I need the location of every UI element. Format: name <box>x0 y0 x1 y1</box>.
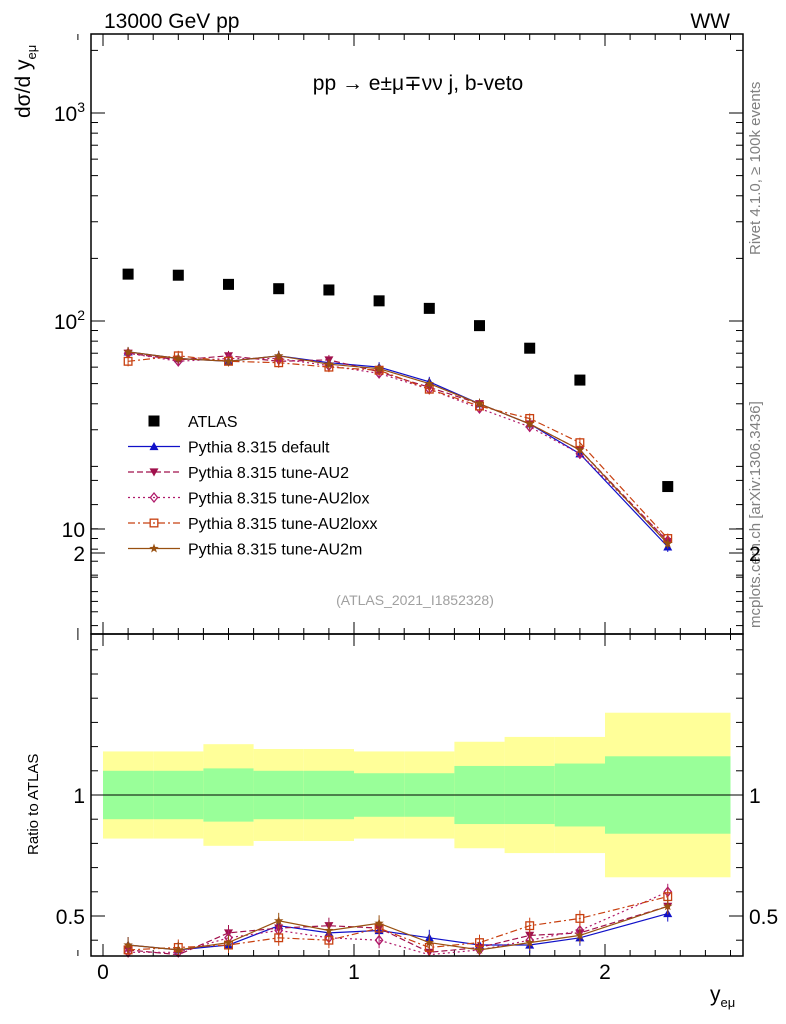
process-label: WW <box>690 10 730 33</box>
atlas-point <box>373 295 385 307</box>
legend-label: Pythia 8.315 tune-AU2lox <box>188 491 369 508</box>
atlas-point <box>223 278 234 290</box>
ratio-series-point <box>575 930 585 940</box>
main-y-tick-label-base: 10 <box>54 311 77 334</box>
ratio-series-point <box>663 901 673 911</box>
ratio-series-point <box>374 934 384 946</box>
legend-marker <box>149 543 159 553</box>
analysis-tag: (ATLAS_2021_I1852328) <box>336 592 494 608</box>
ratio-series-point <box>474 944 485 954</box>
series-point <box>123 347 133 356</box>
atlas-point <box>662 481 674 493</box>
ratio-y-tick-label: 1 <box>73 785 85 808</box>
ratio-series-point <box>274 915 284 925</box>
ratio-series-point <box>123 940 133 949</box>
legend-marker <box>149 442 159 451</box>
main-y-tick-label: 102 <box>54 307 85 334</box>
ratio-series-point <box>173 944 183 954</box>
main-y-tick-label: 10 <box>62 519 85 542</box>
atlas-data-points <box>122 268 674 493</box>
ratio-axis-ticks: 0 1 2 0.5 0.5 1 1 2 2 <box>56 479 778 984</box>
x-axis-label: yeμ <box>710 983 735 1010</box>
rivet-label: Rivet 4.1.0, ≥ 100k events <box>747 82 764 255</box>
ratio-series-point <box>424 937 434 947</box>
legend-marker <box>148 415 160 427</box>
ratio-series-point <box>525 937 535 947</box>
legend-marker <box>149 491 159 504</box>
atlas-point <box>474 320 485 332</box>
legend-label: Pythia 8.315 default <box>188 440 330 457</box>
y-axis-label: dσ/d yeμ <box>12 45 39 118</box>
ratio-y-tick-label-right: 2 <box>749 543 761 566</box>
legend: ATLAS Pythia 8.315 default Pythia 8.315 tu… <box>128 414 377 559</box>
ratio-series-line <box>128 891 669 956</box>
series-point <box>424 378 434 388</box>
ratio-y-label: Ratio to ATLAS <box>25 754 42 855</box>
legend-label: Pythia 8.315 tune-AU2 <box>188 465 349 482</box>
ratio-y-tick-label: 2 <box>73 543 85 566</box>
ratio-plot-series <box>123 883 673 958</box>
mcplots-label: mcplots.cern.ch [arXiv:1306.3436] <box>747 401 764 628</box>
main-y-tick-label-exp: 3 <box>77 99 85 115</box>
x-axis-label-main: y <box>710 983 721 1006</box>
x-tick-label: 1 <box>348 961 360 984</box>
plot-title: pp → e±μ∓νν j, b-veto <box>313 72 523 95</box>
ratio-y-tick-label-right: 0.5 <box>749 906 778 929</box>
energy-label: 13000 GeV pp <box>104 10 239 33</box>
legend-marker <box>149 518 159 528</box>
ratio-series-point <box>223 937 234 947</box>
legend-marker <box>149 468 159 477</box>
series-point <box>575 445 585 454</box>
atlas-point <box>172 269 184 281</box>
ratio-y-tick-label: 0.5 <box>56 906 85 929</box>
y-axis-label-sub: eμ <box>24 45 39 60</box>
atlas-point <box>273 283 285 295</box>
series-point <box>525 419 535 428</box>
atlas-point <box>574 374 586 386</box>
atlas-point <box>423 302 435 314</box>
x-tick-label: 0 <box>97 961 109 984</box>
ratio-series-line <box>128 913 668 951</box>
x-tick-label: 2 <box>599 961 611 984</box>
legend-label: Pythia 8.315 tune-AU2m <box>188 542 362 559</box>
main-y-tick-label-base: 10 <box>54 103 77 126</box>
ratio-y-tick-label-right: 1 <box>749 785 761 808</box>
main-y-tick-label: 103 <box>54 99 85 126</box>
atlas-point <box>122 268 134 280</box>
main-y-tick-label-exp: 2 <box>77 307 85 323</box>
series-point <box>474 398 485 408</box>
ratio-series-point <box>324 925 334 935</box>
ratio-series-line <box>128 905 668 951</box>
atlas-point <box>524 342 536 354</box>
series-point <box>324 359 334 369</box>
y-axis-label-main: dσ/d y <box>12 59 35 118</box>
svg-text:yeμ: yeμ <box>710 983 735 1010</box>
ratio-series-point <box>274 933 284 943</box>
ratio-series-point <box>525 921 535 931</box>
series-point <box>123 356 133 366</box>
series-point <box>223 356 234 366</box>
series-line <box>128 352 669 541</box>
series-point <box>274 350 284 360</box>
series-point <box>374 363 384 373</box>
main-plot-series <box>123 346 673 552</box>
ratio-series-point <box>575 913 585 923</box>
atlas-point <box>323 284 335 296</box>
series-point <box>173 353 183 363</box>
x-axis-label-sub: eμ <box>721 995 736 1010</box>
legend-label: Pythia 8.315 tune-AU2loxx <box>188 516 377 533</box>
legend-label: ATLAS <box>188 414 238 431</box>
ratio-series-point <box>374 918 384 928</box>
series-point <box>663 538 673 548</box>
ratio-frame <box>90 633 744 957</box>
svg-text:dσ/d yeμ: dσ/d yeμ <box>12 45 39 118</box>
ratio-series-point <box>123 946 133 958</box>
